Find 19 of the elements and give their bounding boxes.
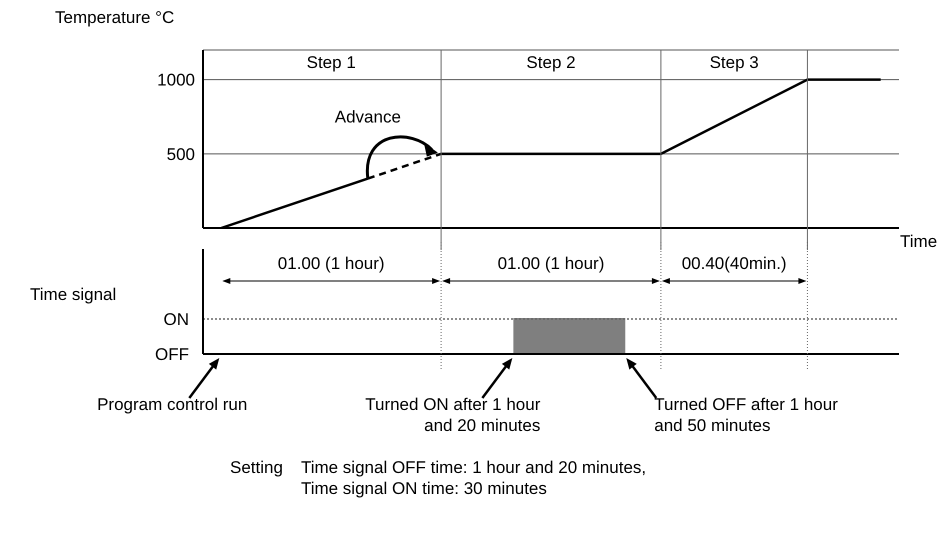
y-tick-label: 500 xyxy=(166,144,195,164)
x-axis-title: Time xyxy=(900,232,938,252)
text: Turned ON after 1 hour and 20 minutes xyxy=(365,395,541,435)
text: Program control run xyxy=(97,395,248,414)
y-tick-label: 1000 xyxy=(157,70,195,90)
text: 00.40(40min.) xyxy=(682,254,787,273)
ref-line-label: ON xyxy=(164,310,189,330)
annotation: Step 2 xyxy=(526,53,576,72)
text: Turned OFF after 1 hour and 50 minutes xyxy=(654,395,838,435)
text: Setting xyxy=(230,457,283,479)
y-axis-title: Temperature °C xyxy=(55,8,174,28)
y-axis-title: Time signal xyxy=(30,285,116,305)
annotation: Advance xyxy=(334,108,401,127)
annotation: Step 3 xyxy=(710,53,759,72)
ref-line-label: OFF xyxy=(155,345,189,364)
text: 01.00 (1 hour) xyxy=(498,254,604,273)
annotation: Step 1 xyxy=(306,53,356,72)
text: Time signal OFF time: 1 hour and 20 minutes, Time signal ON time: 30 minutes xyxy=(300,457,646,499)
text: 01.00 (1 hour) xyxy=(278,254,385,273)
